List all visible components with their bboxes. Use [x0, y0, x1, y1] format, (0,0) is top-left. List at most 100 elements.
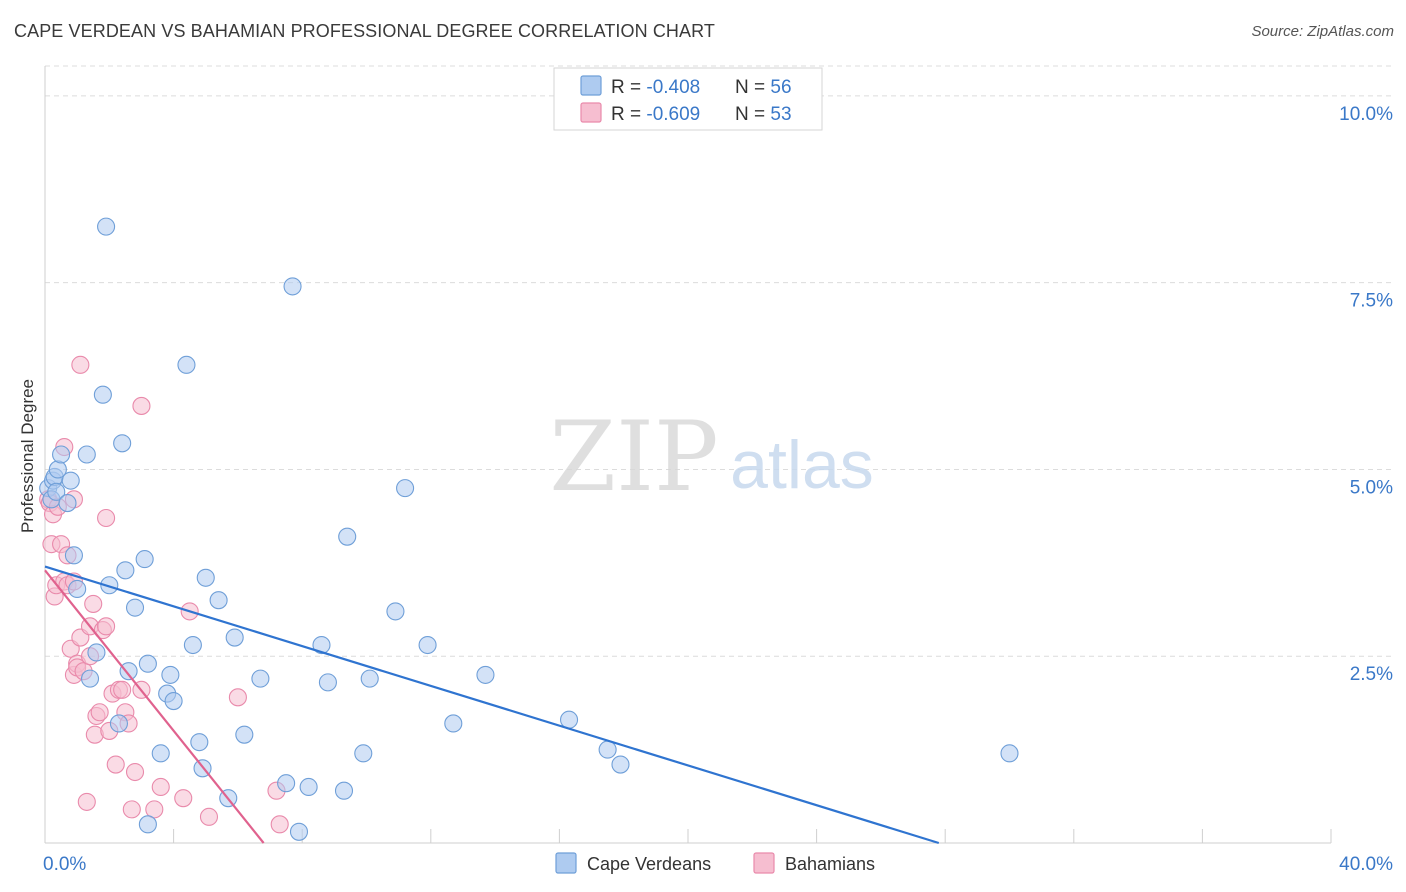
cape-verdeans-point-42: [299, 777, 318, 797]
legend-swatch-bahamians: [753, 852, 775, 874]
trend-lines: [44, 565, 940, 845]
cape-verdeans-point-40: [283, 277, 302, 296]
cape-verdeans-point-46: [338, 527, 357, 546]
bahamians-point-35: [113, 680, 132, 699]
stats-swatch-pink: [580, 102, 602, 123]
r-value-blue: -0.408: [646, 77, 700, 98]
cape-verdeans-point-9: [64, 546, 83, 565]
bahamians-point-41: [132, 396, 151, 415]
cape-verdeans-point-48: [360, 669, 379, 688]
cape-verdeans-point-7: [58, 494, 77, 513]
cape-verdeans-point-22: [135, 550, 154, 569]
bahamians-point-42: [145, 800, 164, 819]
cape-verdeans-point-18: [113, 434, 132, 453]
bahamians-point-24: [84, 594, 103, 613]
bahamians-point-30: [97, 508, 116, 528]
watermark-atlas: atlas: [730, 427, 874, 503]
bahamians-point-39: [125, 762, 145, 782]
bahamians-points: [39, 355, 289, 834]
series-legend: Cape Verdeans Bahamians: [555, 852, 875, 874]
cape-verdeans-point-45: [334, 781, 354, 800]
bahamians-point-49: [270, 815, 289, 834]
bahamians-trend-line: [44, 569, 265, 844]
cape-verdeans-point-51: [418, 635, 437, 655]
chart-title: CAPE VERDEAN VS BAHAMIAN PROFESSIONAL DE…: [14, 21, 716, 41]
cape-verdeans-point-52: [444, 714, 463, 733]
cape-verdeans-point-37: [235, 725, 254, 744]
cape-verdeans-point-21: [125, 598, 145, 617]
bahamians-point-46: [199, 807, 219, 826]
cape-verdeans-point-23: [138, 654, 157, 673]
cape-verdeans-point-30: [183, 635, 202, 655]
y-tick-label-1: 5.0%: [1350, 477, 1393, 498]
cape-verdeans-point-43: [312, 635, 331, 655]
watermark: ZIP atlas: [549, 401, 873, 513]
cape-verdeans-point-53: [476, 665, 495, 684]
legend-label-bahamians: Bahamians: [785, 854, 875, 874]
legend-swatch-cape-verdeans: [555, 852, 577, 874]
stats-row-pink: R = -0.609: [611, 104, 700, 125]
cape-verdeans-point-27: [161, 665, 180, 684]
cape-verdeans-point-41: [289, 822, 309, 841]
cape-verdeans-point-33: [196, 568, 215, 587]
cape-verdeans-point-8: [61, 471, 80, 490]
source-credit: Source: ZipAtlas.com: [1251, 23, 1394, 40]
y-tick-label-2: 7.5%: [1350, 291, 1393, 312]
n-value-blue: 56: [770, 77, 791, 98]
bahamians-point-19: [71, 355, 90, 374]
x-tick-label-min: 0.0%: [43, 854, 86, 875]
y-axis-label: Professional Degree: [18, 379, 37, 533]
cape-verdeans-point-10: [68, 579, 87, 599]
bahamians-point-38: [122, 800, 141, 819]
y-axis-label-group: Professional Degree: [18, 379, 37, 533]
stats-n-blue: N = 56: [735, 77, 792, 98]
r-label-blue: R =: [611, 77, 646, 98]
cape-verdeans-point-44: [318, 673, 337, 692]
y-tick-label-0: 2.5%: [1350, 664, 1393, 685]
stats-n-pink: N = 53: [735, 104, 792, 125]
cape-verdeans-point-19: [116, 561, 135, 580]
cape-verdeans-point-14: [93, 385, 112, 404]
cape-verdeans-point-24: [138, 815, 157, 834]
watermark-zip: ZIP: [549, 401, 718, 513]
tick-labels: 2.5% 5.0% 7.5% 10.0% 0.0% 40.0%: [43, 104, 1393, 875]
cape-verdeans-point-28: [164, 691, 183, 711]
cape-verdeans-point-12: [80, 669, 100, 688]
n-label-pink: N =: [735, 104, 770, 125]
axes: [44, 66, 1332, 844]
stats-legend: R = -0.408 N = 56 R = -0.609 N = 53: [553, 67, 823, 131]
y-tick-label-3: 10.0%: [1339, 104, 1393, 125]
cape-verdeans-point-29: [177, 355, 196, 374]
stats-swatch-blue: [580, 75, 602, 96]
cape-verdeans-point-20: [119, 662, 138, 681]
cape-verdeans-point-13: [87, 643, 106, 662]
bahamians-point-43: [151, 777, 170, 797]
cape-verdeans-points: [39, 217, 1019, 841]
cape-verdeans-point-16: [100, 576, 119, 595]
r-value-pink: -0.609: [646, 104, 700, 125]
cape-verdeans-point-56: [611, 755, 630, 774]
cape-verdeans-point-34: [209, 591, 228, 610]
cape-verdeans-point-11: [77, 445, 96, 464]
cape-verdeans-point-4: [47, 482, 66, 501]
cape-verdeans-trend-line: [44, 565, 940, 845]
cape-verdeans-point-47: [354, 744, 373, 763]
cape-verdeans-point-49: [386, 602, 405, 621]
cape-verdeans-point-38: [251, 669, 270, 688]
x-tick-label-max: 40.0%: [1339, 854, 1393, 875]
stats-row-blue: R = -0.408: [611, 77, 700, 98]
cape-verdeans-point-31: [190, 733, 209, 752]
cape-verdeans-point-17: [109, 714, 128, 733]
cape-verdeans-point-50: [396, 479, 415, 498]
cape-verdeans-point-15: [97, 217, 116, 236]
n-label-blue: N =: [735, 77, 770, 98]
r-label-pink: R =: [611, 104, 646, 125]
bahamians-point-29: [97, 617, 116, 636]
bahamians-point-33: [106, 755, 125, 774]
cape-verdeans-point-55: [598, 740, 617, 759]
n-value-pink: 53: [770, 104, 791, 125]
bahamians-point-27: [90, 703, 109, 722]
cape-verdeans-point-57: [1000, 744, 1019, 763]
gridlines: [45, 65, 1393, 657]
cape-verdeans-point-39: [277, 774, 296, 793]
